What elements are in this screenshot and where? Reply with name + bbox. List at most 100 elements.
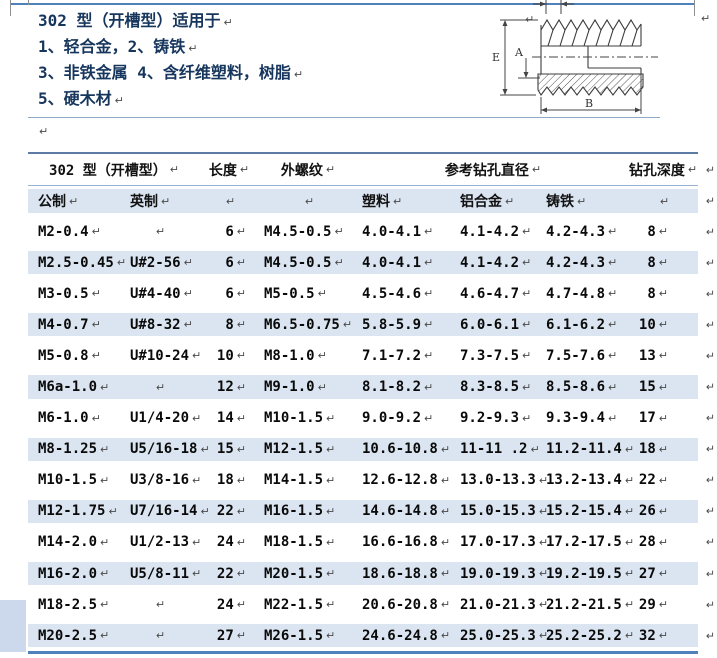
spec-cell: 21.0-21.3 ↵ (452, 589, 548, 620)
pilcrow-mark: ↵ (705, 567, 715, 581)
spec-cell: U#8-32 ↵ (118, 313, 200, 336)
spec-row: M16-2.0 ↵ U5/8-11 ↵ 22 ↵ M20-1.5 ↵ 18.6-18.8 ↵ 19.… (28, 558, 715, 589)
pilcrow-mark: ↵ (326, 442, 336, 456)
cell-value: 17 (638, 410, 656, 427)
spec-cell: 4.0-4.1 ↵ (358, 251, 452, 274)
cell-value: M6-1.0 (38, 410, 89, 427)
cell-value: 8 (647, 285, 656, 302)
cell-value: 8.5-8.6 (546, 379, 606, 396)
dim-label-a: A (514, 46, 524, 59)
pilcrow-mark: ↵ (705, 535, 715, 549)
spec-row: M6a-1.0 ↵ ↵ 12 ↵ M9-1.0 ↵ 8.1-8.2 ↵ 8.3-8.5 ↵ 8.5-8… (28, 371, 715, 402)
pilcrow-mark: ↵ (424, 256, 434, 270)
pilcrow-mark: ↵ (705, 194, 715, 208)
pilcrow-mark: ↵ (608, 256, 618, 270)
cell-value: U1/2-13 (130, 534, 190, 551)
spec-cell: M5-0.8 ↵ (28, 340, 118, 371)
cell-value: 32 (638, 627, 656, 644)
spec-cell: 25.0-25.3 ↵ (452, 624, 548, 647)
cell-value: M4-0.7 (38, 316, 89, 333)
text-boundary-mark (10, 0, 11, 16)
spec-cell: 15.2-15.4 ↵ (540, 500, 634, 523)
cell-value: 9.3-9.4 (546, 410, 606, 427)
cell-value: 24 (216, 596, 234, 613)
pilcrow-mark: ↵ (100, 380, 110, 394)
cell-value: 22 (216, 565, 234, 582)
spec-row: M12-1.75 ↵ U7/16-14 ↵ 22 ↵ M16-1.5 ↵ 14.6-14.8 ↵ 1… (28, 496, 715, 527)
spec-cell: 4.7-4.8 ↵ (540, 278, 628, 309)
pilcrow-mark: ↵ (317, 287, 327, 301)
cell-value: 24 (216, 534, 234, 551)
cell-value: 27 (216, 627, 234, 644)
pilcrow-mark: ↵ (624, 442, 635, 456)
spec-cell: M14-1.5 ↵ (258, 465, 358, 496)
pilcrow-mark: ↵ (100, 473, 110, 487)
cell-value: M8-1.0 (264, 347, 315, 364)
pilcrow-mark: ↵ (236, 504, 246, 518)
cell-value: M6a-1.0 (38, 379, 98, 396)
spec-cell: 19.0-19.3 ↵ (452, 562, 548, 585)
spec-cell: M6a-1.0 ↵ (28, 375, 118, 398)
cell-value: 13.2-13.4 (546, 472, 622, 489)
pilcrow-mark: ↵ (239, 163, 250, 176)
spec-cell: 14.6-14.8 ↵ (358, 500, 452, 523)
pilcrow-mark: ↵ (100, 535, 110, 549)
spec-row: M2-0.4 ↵ ↵ 6 ↵ M4.5-0.5 ↵ 4.0-4.1 ↵ 4.1-4.2 ↵ 4.2-4… (28, 216, 715, 247)
pilcrow-mark: ↵ (342, 318, 353, 332)
cell-value: M26-1.5 (264, 627, 324, 644)
cell-value: 18 (638, 441, 656, 458)
pilcrow-mark: ↵ (236, 380, 246, 394)
cell-value: 11-11 .2 (460, 441, 528, 458)
spec-cell: 6 ↵ (200, 278, 258, 309)
page-top-border (10, 3, 694, 5)
header-drill-depth: 钻孔深度 ↵ (628, 162, 698, 179)
cell-value: M14-2.0 (38, 534, 98, 551)
pilcrow-mark: ↵ (531, 163, 542, 176)
pilcrow-mark: ↵ (325, 163, 336, 176)
cell-value: M18-2.5 (38, 596, 98, 613)
page-edge-strip (0, 600, 26, 652)
cell-value: 7.5-7.6 (546, 347, 606, 364)
cell-value: M4.5-0.5 (264, 223, 332, 240)
spec-cell: M6-1.0 ↵ (28, 403, 118, 434)
pilcrow-mark: ↵ (705, 225, 715, 239)
spec-cell: 13 ↵ (628, 340, 698, 371)
pilcrow-mark: ↵ (326, 473, 336, 487)
spec-cell: 4.1-4.2 ↵ (452, 216, 540, 247)
spec-cell: 28 ↵ (628, 527, 698, 558)
cell-value: 17.0-17.3 (460, 534, 536, 551)
pilcrow-mark: ↵ (192, 567, 202, 581)
spec-cell: 16.6-16.8 ↵ (358, 527, 452, 558)
cell-value: M8-1.25 (38, 441, 98, 458)
cell-value: U#10-24 (130, 347, 190, 364)
spec-cell: M16-2.0 ↵ (28, 562, 118, 585)
cell-value: 4.1-4.2 (460, 223, 520, 240)
spec-cell: 22 ↵ (200, 562, 258, 585)
pilcrow-mark: ↵ (658, 380, 668, 394)
spec-cell: 12.6-12.8 ↵ (358, 465, 452, 496)
cell-value: M12-1.5 (264, 441, 324, 458)
pilcrow-mark: ↵ (91, 411, 101, 425)
pilcrow-mark: ↵ (608, 318, 618, 332)
pilcrow-mark: ↵ (577, 194, 587, 208)
spec-cell: 4.5-4.6 ↵ (358, 278, 452, 309)
cell-value: 8.3-8.5 (460, 379, 520, 396)
cell-value: 6 (225, 223, 234, 240)
header-plastic: 塑料 ↵ (362, 194, 403, 210)
cell-value: U#4-40 (130, 285, 181, 302)
pilcrow-mark: ↵ (440, 504, 451, 518)
table-header-row-1: 302 型（开槽型） ↵ 长度 ↵ 外螺纹 ↵ 参考钻孔直径 ↵ 钻孔深度 ↵ ↵ (28, 154, 715, 185)
cell-value: 28 (638, 534, 656, 551)
pilcrow-mark: ↵ (659, 194, 670, 208)
cell-value: 21.2-21.5 (546, 596, 622, 613)
cell-value: 4.7-4.8 (546, 285, 606, 302)
cell-value: 14 (216, 410, 234, 427)
pilcrow-mark: ↵ (658, 225, 668, 239)
pilcrow-mark: ↵ (236, 442, 246, 456)
pilcrow-mark: ↵ (658, 349, 668, 363)
cell-value: 18 (216, 472, 234, 489)
pilcrow-mark: ↵ (608, 411, 618, 425)
pilcrow-mark: ↵ (236, 629, 246, 643)
spec-cell: 24 ↵ (200, 589, 258, 620)
